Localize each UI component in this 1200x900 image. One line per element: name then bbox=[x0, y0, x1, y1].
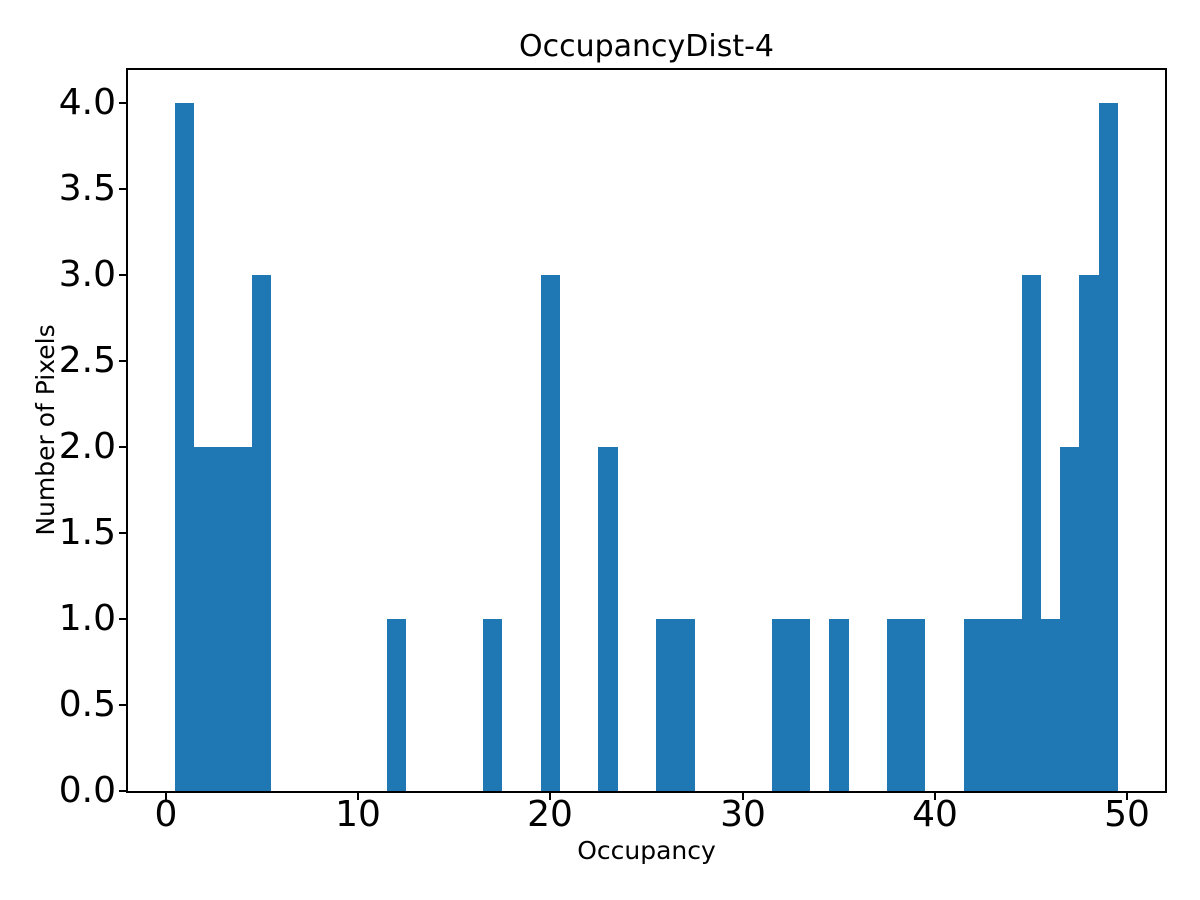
y-axis-tick-label: 3.5 bbox=[58, 168, 116, 209]
histogram-bar bbox=[1060, 447, 1079, 791]
y-axis-tick bbox=[119, 618, 126, 620]
x-axis-tick bbox=[1126, 793, 1128, 800]
histogram-bar bbox=[1002, 619, 1022, 791]
x-axis-tick bbox=[934, 793, 936, 800]
histogram-bar bbox=[983, 619, 1002, 791]
x-axis-label: Occupancy bbox=[577, 836, 716, 865]
x-axis-tick-label: 40 bbox=[912, 794, 958, 835]
histogram-bar bbox=[175, 103, 194, 791]
y-axis-tick-label: 0.5 bbox=[58, 684, 116, 725]
histogram-bar bbox=[656, 619, 675, 791]
histogram-bar bbox=[906, 619, 925, 791]
y-axis-tick bbox=[119, 188, 126, 190]
histogram-bar bbox=[194, 447, 214, 791]
histogram-bar bbox=[233, 447, 252, 791]
y-axis-tick bbox=[119, 704, 126, 706]
x-axis-tick-label: 10 bbox=[335, 794, 381, 835]
y-axis-tick bbox=[119, 102, 126, 104]
histogram-bar bbox=[541, 275, 560, 791]
histogram-bar bbox=[252, 275, 271, 791]
histogram-bar bbox=[1079, 275, 1099, 791]
x-axis-tick-label: 50 bbox=[1104, 794, 1150, 835]
histogram-bar bbox=[1022, 275, 1041, 791]
histogram-bar bbox=[964, 619, 983, 791]
y-axis-tick bbox=[119, 360, 126, 362]
histogram-bar bbox=[1041, 619, 1060, 791]
histogram-bar bbox=[387, 619, 406, 791]
y-axis-tick bbox=[119, 446, 126, 448]
bars-container bbox=[128, 70, 1165, 791]
x-axis-tick-label: 30 bbox=[720, 794, 766, 835]
x-axis-tick-label: 20 bbox=[527, 794, 573, 835]
y-axis-tick bbox=[119, 274, 126, 276]
chart-title: OccupancyDist-4 bbox=[518, 29, 775, 64]
y-axis-tick-label: 0.0 bbox=[58, 770, 116, 811]
x-axis-tick-label: 0 bbox=[154, 794, 178, 835]
histogram-bar bbox=[1099, 103, 1118, 791]
x-axis-tick bbox=[549, 793, 551, 800]
y-axis-tick bbox=[119, 790, 126, 792]
y-axis-label: Number of Pixels bbox=[31, 324, 60, 536]
histogram-bar bbox=[214, 447, 233, 791]
histogram-bar bbox=[791, 619, 810, 791]
histogram-bar bbox=[598, 447, 618, 791]
histogram-bar bbox=[887, 619, 906, 791]
histogram-bar bbox=[829, 619, 849, 791]
y-axis-tick-label: 4.0 bbox=[58, 82, 116, 123]
histogram-bar bbox=[483, 619, 502, 791]
histogram-bar bbox=[675, 619, 695, 791]
x-axis-tick bbox=[165, 793, 167, 800]
histogram-bar bbox=[772, 619, 791, 791]
plot-area bbox=[126, 68, 1167, 793]
x-axis-tick bbox=[357, 793, 359, 800]
y-axis-tick bbox=[119, 532, 126, 534]
x-axis-tick bbox=[742, 793, 744, 800]
